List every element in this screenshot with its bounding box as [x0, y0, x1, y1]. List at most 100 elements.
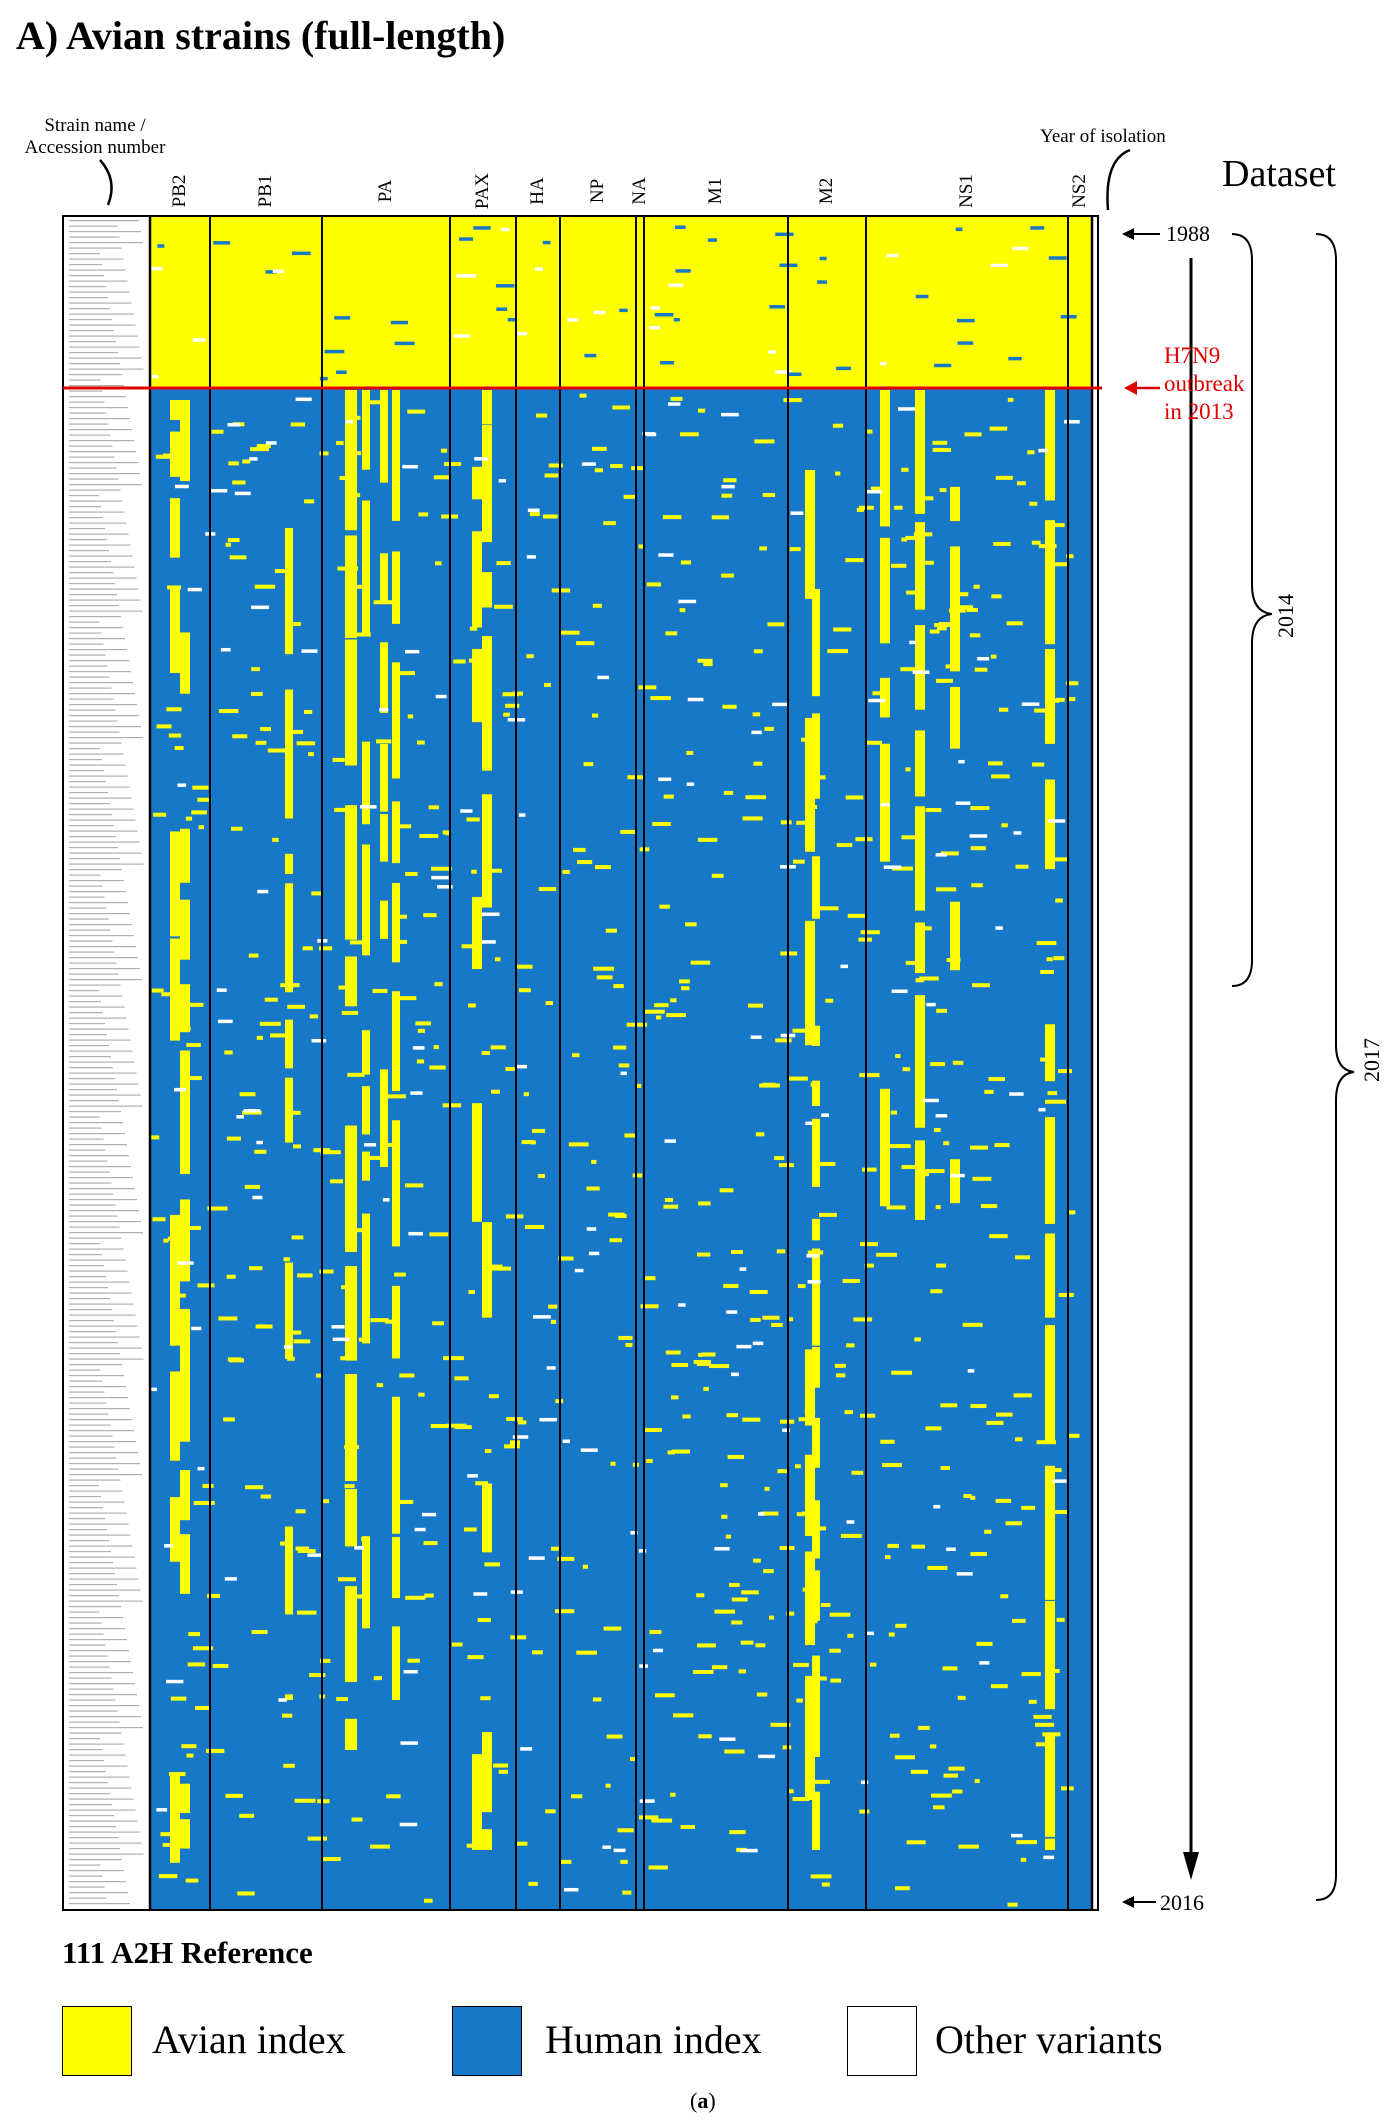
strain-name-entry [69, 385, 124, 387]
avian-variant-cell [807, 1250, 824, 1255]
avian-variant-cell [771, 1322, 783, 1327]
avian-variant-cell [207, 1206, 228, 1211]
strain-name-entry [69, 874, 101, 876]
avian-variant-cell [745, 795, 766, 800]
other-variant-cell [431, 875, 449, 880]
avian-variant-run [285, 528, 293, 655]
avian-variant-cell [315, 1373, 322, 1378]
avian-variant-cell [693, 1359, 711, 1364]
avian-variant-cell [644, 1009, 665, 1014]
avian-variant-cell [466, 817, 480, 822]
avian-variant-run [805, 1454, 815, 1536]
other-variant-cell [883, 865, 902, 869]
strain-name-entry [69, 1067, 113, 1069]
strain-name-entry [69, 1804, 112, 1806]
avian-variant-cell [763, 1569, 774, 1574]
avian-variant-cell [1046, 957, 1053, 962]
avian-variant-cell [319, 1658, 331, 1663]
variant-cell-pre-outbreak [593, 310, 606, 315]
strain-name-entry [69, 1457, 117, 1459]
avian-variant-cell [764, 726, 774, 731]
strain-name-entry [69, 1518, 105, 1520]
avian-variant-cell [929, 629, 940, 634]
strain-name-entry [69, 1320, 114, 1322]
avian-variant-run [362, 1536, 370, 1629]
other-variant-cell [403, 1669, 418, 1674]
strain-name-entry [69, 990, 99, 992]
avian-variant-run [472, 896, 482, 970]
outbreak-arrowhead [1124, 381, 1137, 395]
strain-name-entry [69, 1430, 134, 1432]
other-variant-cell [574, 1268, 584, 1273]
strain-name-entry [69, 506, 101, 508]
avian-variant-cell [829, 1612, 851, 1617]
other-variant-cell [177, 1261, 194, 1265]
avian-variant-cell [777, 1469, 789, 1474]
avian-variant-cell [444, 462, 462, 467]
avian-variant-cell [921, 1172, 930, 1177]
avian-variant-cell [945, 664, 955, 669]
strain-name-entry [69, 1644, 106, 1646]
bracket-2014-text: 2014 [1273, 594, 1298, 638]
other-variant-cell [757, 1512, 765, 1516]
avian-variant-cell [461, 944, 482, 949]
strain-name-entry [69, 709, 116, 711]
avian-variant-run [285, 689, 293, 819]
avian-variant-cell [971, 883, 983, 888]
avian-variant-run [392, 801, 400, 864]
strain-name-entry [69, 825, 114, 827]
strain-name-entry [69, 231, 141, 233]
avian-variant-cell [468, 658, 487, 663]
strain-name-entry [69, 1237, 122, 1239]
avian-variant-cell [729, 1830, 746, 1835]
strain-name-entry [69, 1017, 127, 1019]
avian-variant-run [812, 588, 820, 697]
avian-variant-cell [248, 953, 259, 958]
avian-variant-cell [726, 1413, 739, 1418]
avian-variant-cell [872, 691, 881, 696]
avian-variant-run [472, 531, 482, 628]
avian-variant-cell [399, 996, 417, 1001]
other-variant-cell [354, 1546, 364, 1550]
avian-variant-cell [548, 1304, 558, 1309]
avian-variant-cell [617, 1828, 634, 1833]
strain-name-entry [69, 1287, 108, 1289]
avian-variant-cell [836, 1373, 846, 1378]
strain-name-entry [69, 1639, 127, 1641]
strain-name-entry [69, 1562, 113, 1564]
avian-variant-cell [973, 584, 980, 589]
strain-name-entry [69, 1127, 102, 1129]
avian-variant-cell [1047, 1509, 1068, 1514]
strain-name-entry [69, 1782, 108, 1784]
avian-variant-cell [913, 532, 933, 537]
avian-variant-cell [490, 1045, 506, 1050]
avian-variant-cell [309, 1673, 326, 1678]
avian-variant-cell [936, 626, 947, 631]
other-variant-cell [498, 479, 507, 483]
avian-variant-cell [1016, 481, 1026, 486]
avian-variant-run [812, 1570, 820, 1621]
avian-variant-cell [927, 1565, 948, 1570]
avian-variant-cell [690, 960, 711, 965]
avian-variant-run [180, 1470, 190, 1521]
avian-variant-cell [932, 447, 952, 452]
avian-variant-cell [956, 592, 969, 597]
avian-variant-cell [407, 714, 414, 719]
legend-label-other: Other variants [935, 2017, 1163, 2062]
avian-variant-run [345, 956, 357, 1007]
year-start-arrowhead [1122, 228, 1134, 240]
avian-variant-cell [952, 1789, 963, 1794]
avian-variant-run [805, 1349, 815, 1426]
strain-name-entry [69, 489, 121, 491]
avian-variant-cell [853, 1317, 873, 1322]
bracket-2017-text: 2017 [1359, 1038, 1384, 1082]
avian-variant-cell [802, 1587, 808, 1592]
strain-name-entry [69, 759, 102, 761]
avian-variant-run [345, 1718, 357, 1750]
avian-variant-cell [244, 1184, 260, 1189]
strain-name-entry [69, 330, 114, 332]
avian-variant-cell [900, 667, 920, 672]
avian-variant-cell [711, 1665, 728, 1670]
avian-variant-cell [901, 835, 919, 840]
avian-variant-run [392, 1396, 400, 1534]
